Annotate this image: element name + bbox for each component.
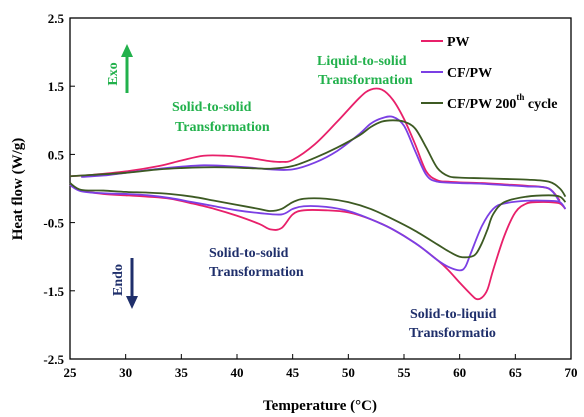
x-axis-ticks: 25 30 35 40 45 50 55 60 65 70: [64, 354, 578, 380]
annotation-solid-liquid-line2: Transformatio: [409, 326, 496, 341]
legend-label-cfpw200-main: CF/PW 200: [447, 97, 516, 112]
series-layer: [69, 87, 567, 301]
annotation-solid-solid-bottom-line1: Solid-to-solid: [209, 246, 289, 261]
endo-arrow-icon: [126, 296, 138, 309]
legend-label-cfpw: CF/PW: [447, 66, 492, 81]
exo-label: Exo: [106, 62, 121, 85]
x-tick-label: 55: [398, 365, 412, 380]
y-tick-label: -2.5: [43, 352, 64, 367]
x-tick-label: 25: [64, 365, 78, 380]
series-cfpw200-heating-line: [69, 182, 567, 259]
annotation-solid-solid-bottom-line2: Transformation: [209, 265, 304, 280]
legend-label-pw: PW: [447, 35, 470, 50]
annotation-solid-solid-top-line2: Transformation: [175, 120, 270, 135]
x-axis-title: Temperature (°C): [263, 398, 377, 414]
annotation-solid-liquid-line1: Solid-to-liquid: [410, 307, 497, 322]
legend-label-cfpw200-tail: cycle: [528, 97, 558, 112]
series-cfpw-heating-line: [69, 184, 567, 272]
y-tick-label: 2.5: [48, 11, 65, 26]
annotation-solid-solid-top-line1: Solid-to-solid: [172, 100, 252, 115]
y-tick-label: -0.5: [43, 216, 64, 231]
x-tick-label: 30: [119, 365, 132, 380]
endo-label: Endo: [111, 264, 126, 296]
x-tick-label: 65: [509, 365, 523, 380]
x-tick-label: 45: [286, 365, 300, 380]
legend-label-cfpw200: CF/PW 200th cycle: [447, 92, 557, 112]
x-tick-label: 60: [453, 365, 466, 380]
x-tick-label: 50: [342, 365, 355, 380]
annotation-liquid-solid-line2: Transformation: [318, 73, 413, 88]
y-axis-title: Heat flow (W/g): [10, 138, 26, 240]
exo-arrow-icon: [121, 44, 133, 57]
series-cfpw200-cooling-line: [69, 119, 567, 198]
y-axis-ticks: 2.5 1.5 0.5 -0.5 -1.5 -2.5: [43, 11, 75, 367]
y-tick-label: 1.5: [48, 79, 65, 94]
x-tick-label: 35: [175, 365, 189, 380]
x-tick-label: 70: [565, 365, 578, 380]
legend-label-cfpw200-sup: th: [516, 92, 524, 102]
annotation-liquid-solid-line1: Liquid-to-solid: [317, 54, 407, 69]
exo-indicator: Exo: [106, 44, 133, 93]
x-tick-label: 40: [231, 365, 244, 380]
series-pw-heating-line: [69, 184, 567, 301]
legend: PW CF/PW CF/PW 200th cycle: [421, 35, 557, 112]
endo-indicator: Endo: [111, 258, 138, 309]
plot-frame: [69, 17, 572, 360]
y-tick-label: 0.5: [48, 147, 65, 162]
series-cfpw-cooling-line: [81, 115, 561, 203]
y-tick-label: -1.5: [43, 284, 64, 299]
